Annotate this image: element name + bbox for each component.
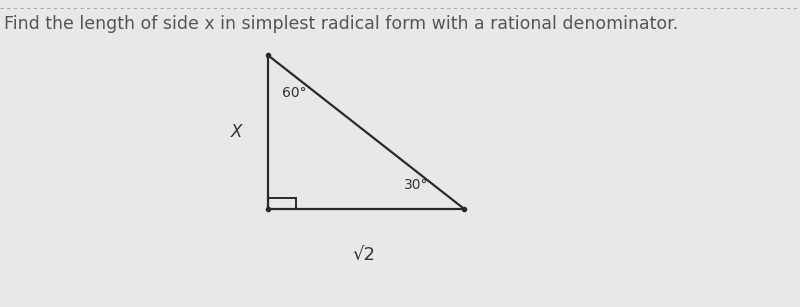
Text: X: X (230, 123, 242, 141)
Bar (268, 198, 296, 209)
Text: 30°: 30° (404, 178, 429, 192)
Text: Find the length of side x in simplest radical form with a rational denominator.: Find the length of side x in simplest ra… (4, 15, 678, 33)
Text: 60°: 60° (282, 86, 307, 100)
Text: √2: √2 (353, 246, 375, 264)
